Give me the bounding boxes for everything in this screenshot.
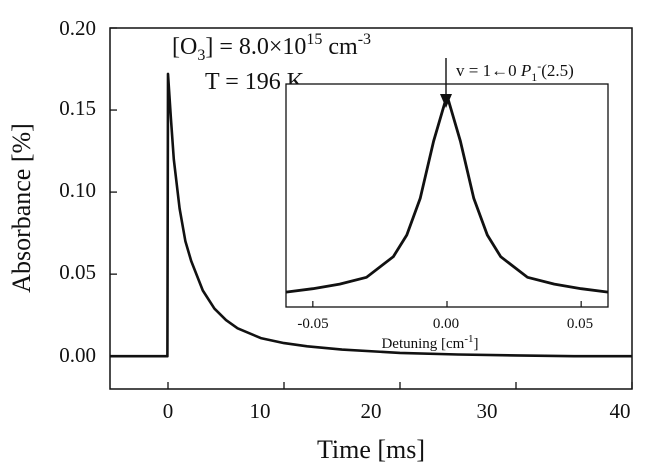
- main-x-tick-label-3: 30: [477, 399, 498, 423]
- main-x-tick-label-1: 10: [250, 399, 271, 423]
- main-x-axis-label: Time [ms]: [317, 435, 425, 464]
- main-y-tick-label-3: 0.15: [59, 96, 96, 120]
- transition-annotation: v = 1←0 P1-(2.5): [456, 59, 574, 84]
- inset-plot-frame: [285, 83, 609, 308]
- inset-x-tick-label-0: -0.05: [297, 316, 328, 332]
- inset-x-tick-label-2: 0.05: [567, 316, 593, 332]
- main-series-line: [110, 72, 632, 358]
- main-y-axis-label: Absorbance [%]: [7, 123, 36, 293]
- inset-x-axis-label: Detuning [cm-1]: [381, 333, 478, 352]
- main-y-tick-label-2: 0.10: [59, 178, 96, 202]
- inset-series-line: [285, 94, 609, 294]
- main-x-tick-label-2: 20: [361, 399, 382, 423]
- ozone-concentration-annotation: [O3] = 8.0×1015 cm-3: [172, 31, 371, 64]
- main-x-tick-label-0: 0: [163, 399, 174, 423]
- main-y-tick-label-4: 0.20: [59, 16, 96, 40]
- main-x-tick-label-4: 40: [610, 399, 631, 423]
- main-y-tick-label-0: 0.00: [59, 343, 96, 367]
- main-y-tick-label-1: 0.05: [59, 260, 96, 284]
- main-plot-frame: [109, 27, 633, 390]
- inset-x-tick-label-1: 0.00: [433, 316, 459, 332]
